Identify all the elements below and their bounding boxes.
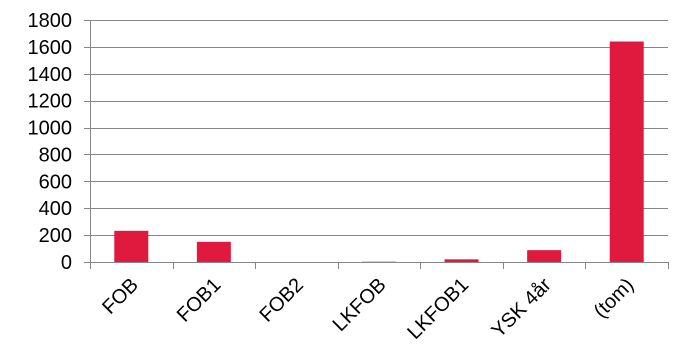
- y-tick-label: 1000: [28, 118, 73, 140]
- bar-4: [444, 259, 479, 262]
- x-tick-label: FOB: [98, 274, 143, 319]
- bars: [114, 41, 644, 263]
- x-tick-label: YSK 4år: [487, 274, 555, 342]
- x-tick-labels: FOB FOB1 FOB2 LKFOB LKFOB1 YSK 4år (tom): [98, 274, 638, 344]
- gridlines: [90, 20, 668, 236]
- y-tick-label: 1600: [28, 37, 73, 59]
- y-tick-labels: 0 200 400 600 800 1000 1200 1400 1600 1800: [28, 10, 73, 274]
- x-tick-label: FOB1: [173, 274, 226, 327]
- y-tick-label: 200: [39, 225, 72, 247]
- x-tick-label: LKFOB1: [403, 274, 473, 344]
- y-tick-label: 1400: [28, 64, 73, 86]
- x-tick-label: LKFOB: [329, 274, 391, 336]
- x-tick-label: FOB2: [255, 274, 308, 327]
- y-tick-label: 1800: [28, 10, 73, 32]
- y-tick-label: 800: [39, 144, 72, 166]
- y-tick-label: 400: [39, 198, 72, 220]
- bar-0: [114, 230, 149, 262]
- y-tick-label: 0: [61, 252, 72, 274]
- y-tick-label: 1200: [28, 91, 73, 113]
- x-tick-label: (tom): [590, 274, 639, 323]
- bar-5: [527, 250, 562, 262]
- bar-6: [609, 41, 644, 263]
- axes: [84, 20, 669, 269]
- y-tick-label: 600: [39, 171, 72, 193]
- bar-1: [196, 241, 231, 262]
